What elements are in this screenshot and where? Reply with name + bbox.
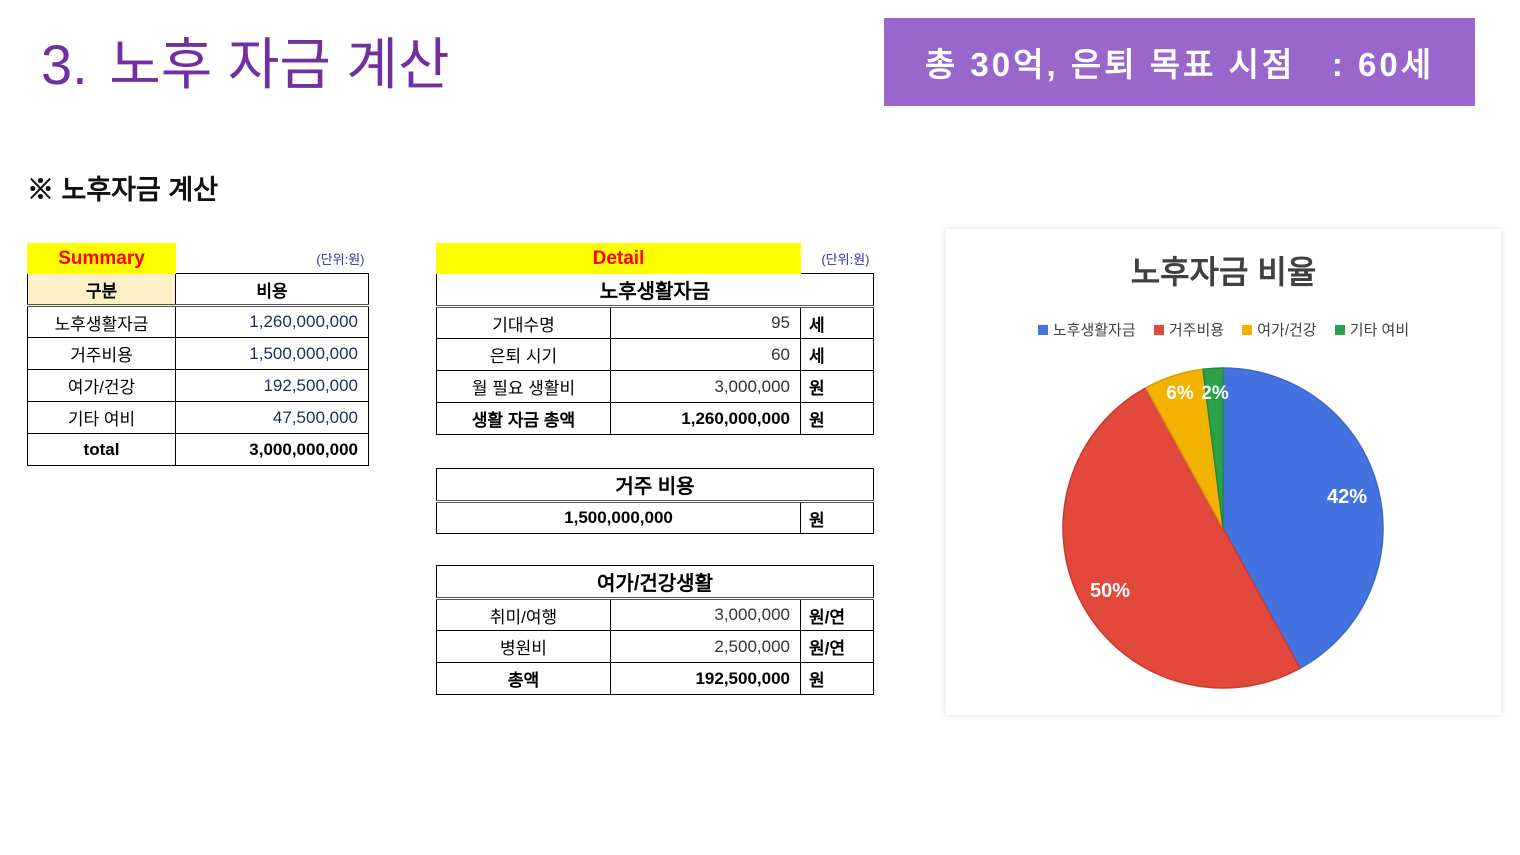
- svg-text:42%: 42%: [1327, 486, 1367, 508]
- svg-text:50%: 50%: [1090, 580, 1130, 602]
- svg-text:6%: 6%: [1166, 383, 1194, 404]
- svg-text:2%: 2%: [1201, 383, 1229, 404]
